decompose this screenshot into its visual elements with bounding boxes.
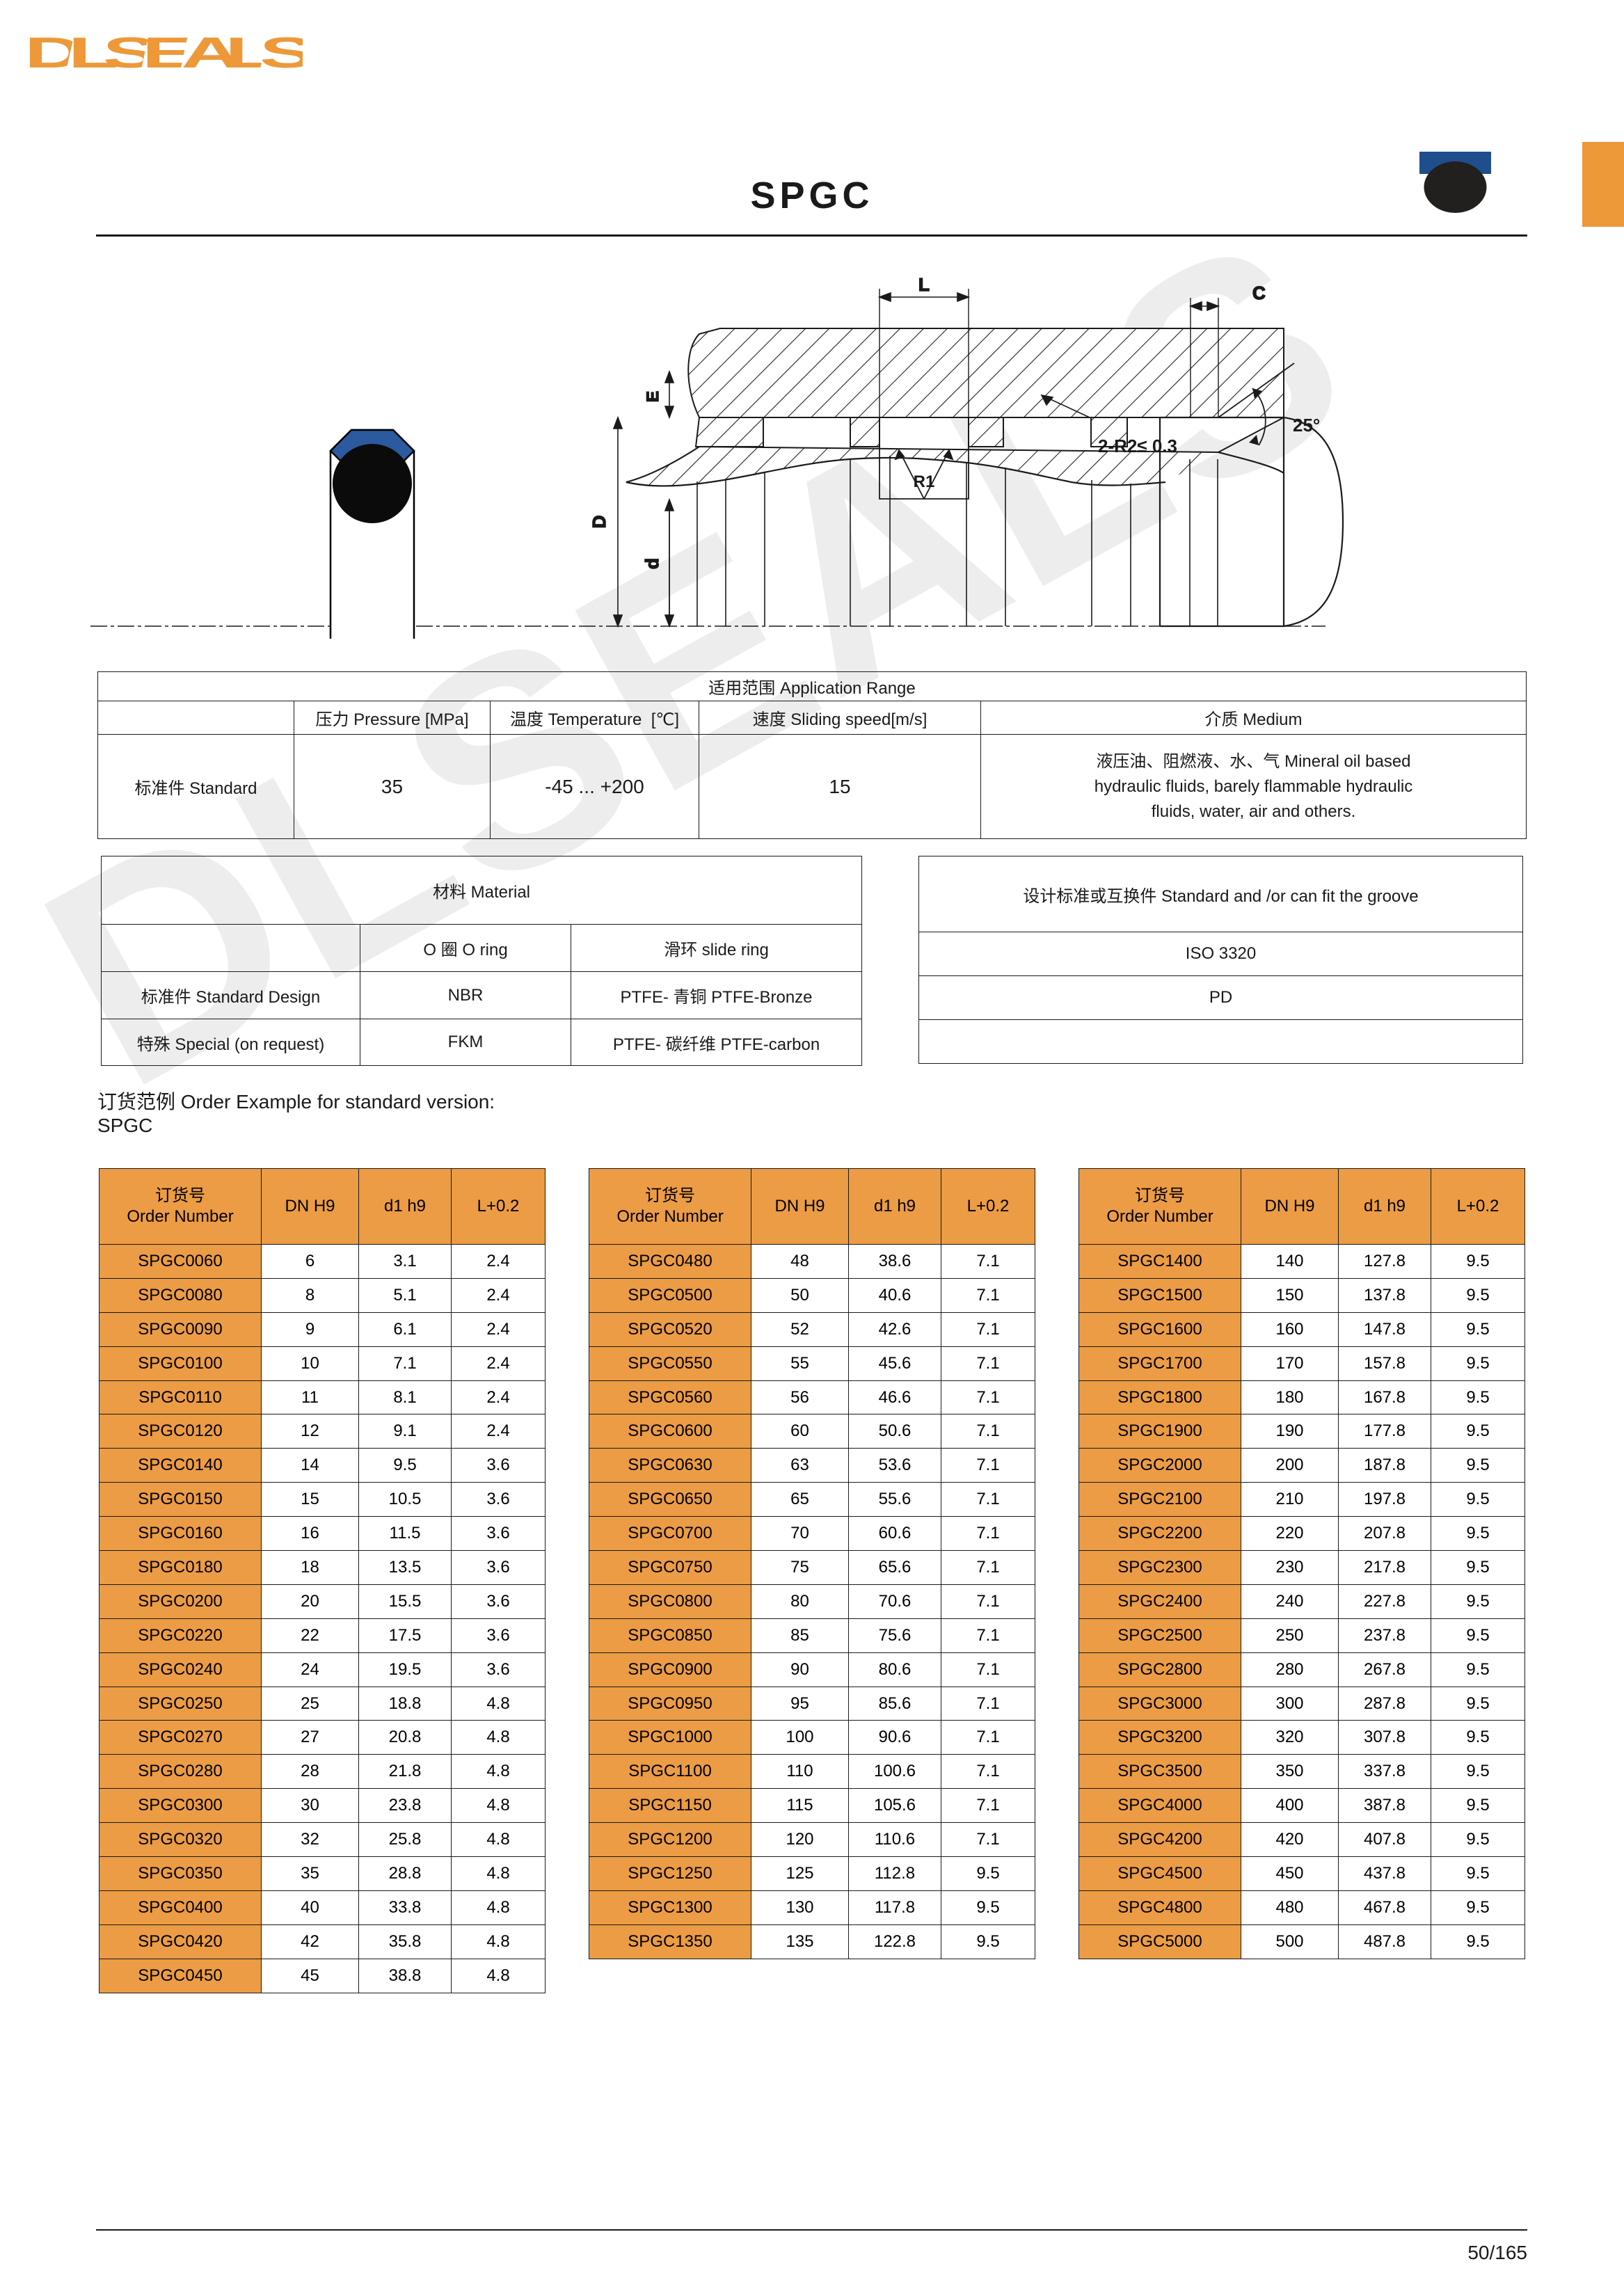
svg-text:R1: R1 bbox=[914, 472, 935, 491]
svg-text:2-R2≤ 0.3: 2-R2≤ 0.3 bbox=[1098, 436, 1177, 456]
svg-text:C: C bbox=[1252, 282, 1266, 303]
svg-text:E: E bbox=[644, 391, 662, 402]
svg-text:L: L bbox=[918, 274, 930, 295]
svg-text:D: D bbox=[589, 516, 610, 529]
svg-text:d: d bbox=[642, 558, 662, 569]
svg-text:25°: 25° bbox=[1293, 415, 1320, 436]
